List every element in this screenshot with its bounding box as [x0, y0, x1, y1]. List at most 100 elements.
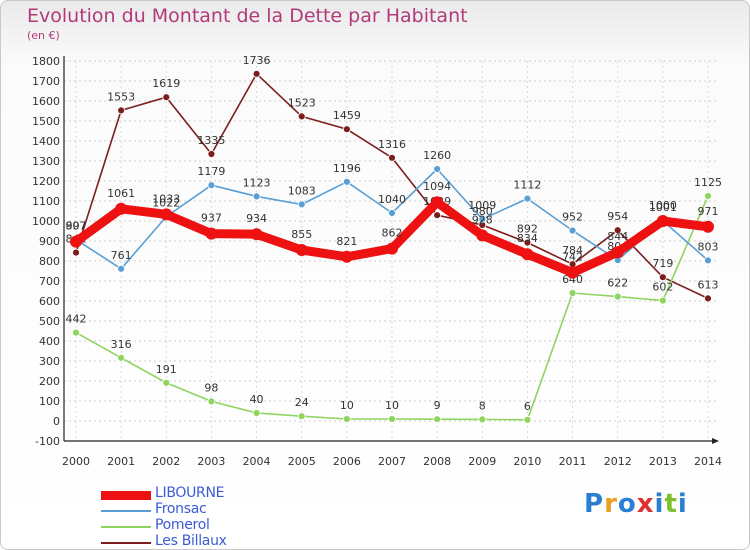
data-point — [523, 194, 532, 203]
x-tick-label: 2013 — [649, 455, 677, 468]
y-tick-label: 0 — [53, 415, 60, 428]
y-tick-label: 1800 — [32, 55, 60, 68]
legend-label: Les Billaux — [155, 533, 227, 549]
data-point — [342, 415, 351, 423]
data-label: 937 — [201, 212, 222, 225]
data-point — [386, 242, 398, 255]
chart-title: Evolution du Montant de la Dette par Hab… — [27, 5, 468, 27]
data-point — [297, 200, 306, 209]
data-point — [162, 378, 171, 387]
y-tick-label: 600 — [39, 295, 60, 308]
x-tick-label: 2002 — [152, 455, 180, 468]
data-point — [613, 292, 622, 301]
x-tick-label: 2008 — [423, 455, 451, 468]
y-tick-label: 1700 — [32, 75, 60, 88]
data-point — [566, 266, 579, 279]
data-label: 1260 — [423, 149, 451, 162]
y-tick-label: -100 — [35, 435, 60, 448]
data-label: 719 — [652, 257, 673, 270]
y-tick-label: 1300 — [32, 155, 60, 168]
y-tick-label: 500 — [39, 315, 60, 328]
logo-letter: i — [654, 489, 665, 519]
data-point — [342, 177, 351, 186]
data-label: 1179 — [197, 165, 225, 178]
data-point — [207, 181, 216, 190]
data-label: 1033 — [152, 192, 180, 205]
data-label: 1619 — [152, 77, 180, 90]
data-point — [568, 226, 577, 235]
data-label: 821 — [336, 235, 357, 248]
data-label: 907 — [66, 220, 87, 233]
data-point — [250, 228, 263, 241]
data-label: 761 — [111, 249, 132, 262]
data-label: 191 — [156, 363, 177, 376]
data-label: 980 — [472, 205, 493, 218]
y-tick-label: 1500 — [32, 115, 60, 128]
series-les-billaux: 8421553161913351736152314591316102998089… — [66, 54, 719, 303]
legend-swatch — [101, 542, 151, 544]
y-tick-label: 900 — [39, 235, 60, 248]
logo-letter: P — [584, 489, 605, 519]
y-tick-label: 700 — [39, 275, 60, 288]
data-point — [658, 296, 667, 305]
legend-label: Fronsac — [155, 501, 207, 517]
data-label: 928 — [472, 213, 493, 226]
data-label: 1316 — [378, 138, 406, 151]
data-label: 1022 — [152, 197, 180, 210]
legend-swatch — [101, 490, 151, 500]
x-tick-label: 2005 — [288, 455, 316, 468]
y-tick-label: 300 — [39, 355, 60, 368]
series-fronsac: 907 761 1022 1179 1123 1083 1196 1040 1260 1009 11… — [66, 149, 719, 273]
data-label: 952 — [562, 211, 583, 224]
data-label: 971 — [698, 205, 719, 218]
logo-letter: r — [604, 489, 618, 519]
x-tick-label: 2012 — [604, 455, 632, 468]
proxiti-logo: Proxiti — [584, 489, 688, 519]
logo-letter: o — [617, 489, 637, 519]
data-point — [704, 294, 712, 303]
data-point — [521, 248, 534, 261]
legend-swatch — [101, 526, 151, 528]
data-point — [388, 415, 396, 423]
data-point — [162, 93, 171, 102]
logo-letter: x — [636, 489, 655, 519]
data-point — [613, 226, 622, 235]
data-label: 1040 — [378, 193, 406, 206]
data-point — [115, 202, 128, 215]
data-point — [388, 209, 396, 217]
data-label: 1553 — [107, 90, 135, 103]
data-label: 855 — [291, 228, 312, 241]
data-label: 98 — [204, 381, 218, 394]
data-point — [704, 192, 712, 200]
data-point — [433, 165, 442, 173]
data-label: 954 — [607, 210, 628, 223]
data-point — [478, 415, 487, 424]
data-label: 1009 — [468, 199, 496, 212]
data-label: 1736 — [243, 54, 271, 67]
data-label: 10 — [385, 399, 399, 412]
logo-letter: i — [677, 489, 688, 519]
data-label: 8 — [479, 399, 486, 412]
data-label: 803 — [698, 240, 719, 253]
data-point — [433, 415, 442, 424]
data-point — [160, 208, 173, 221]
y-tick-label: 400 — [39, 335, 60, 348]
data-point — [523, 415, 532, 424]
series-libourne: 897 1061 1033 937 934 855 821 862 1094 928 834 742 8… — [66, 180, 719, 279]
data-label: 1335 — [197, 134, 225, 147]
y-tick-label: 1400 — [32, 135, 60, 148]
data-point — [704, 256, 712, 265]
data-label: 1523 — [288, 96, 316, 109]
x-tick-label: 2001 — [107, 455, 135, 468]
data-label: 897 — [66, 220, 87, 233]
data-point — [72, 248, 80, 257]
x-tick-label: 2010 — [513, 455, 541, 468]
x-tick-label: 2006 — [333, 455, 361, 468]
data-point — [117, 353, 126, 362]
data-label: 1112 — [513, 179, 541, 192]
data-label: 1125 — [694, 176, 722, 189]
legend-label: LIBOURNE — [155, 485, 225, 501]
chart-unit-label: (en €) — [27, 29, 60, 42]
data-label: 834 — [517, 232, 538, 245]
